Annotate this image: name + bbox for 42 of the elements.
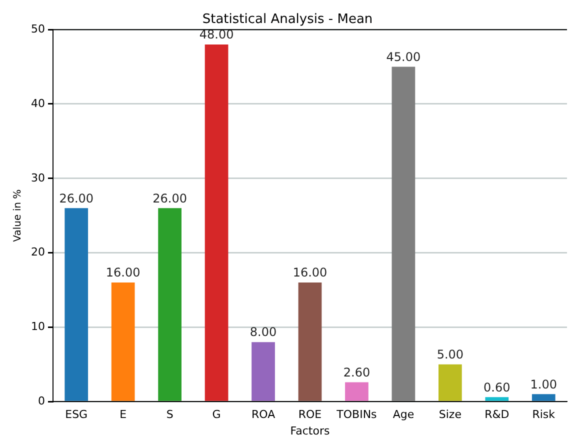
x-tick-label: G: [212, 408, 221, 422]
bar: [252, 342, 275, 401]
x-tick-label: ESG: [65, 408, 88, 422]
x-tick-label: Age: [392, 408, 414, 422]
y-tick-label: 0: [38, 394, 45, 408]
bar: [158, 208, 182, 401]
data-label: 0.60: [484, 380, 510, 394]
bar: [345, 382, 368, 401]
x-axis-title: Factors: [290, 424, 330, 438]
data-label: 45.00: [386, 50, 421, 64]
data-label: 26.00: [152, 191, 187, 206]
bar: [392, 66, 416, 401]
data-label: 1.00: [530, 377, 557, 392]
y-axis-title: Value in %: [12, 189, 24, 242]
y-tick-label: 50: [30, 22, 45, 36]
data-label: 8.00: [250, 325, 277, 340]
data-label: 16.00: [106, 266, 140, 280]
x-tick-label: Size: [438, 408, 462, 422]
bar: [204, 44, 228, 401]
x-tick-label: ROE: [298, 408, 322, 422]
y-tick-label: 10: [30, 320, 45, 334]
bar: [111, 282, 135, 401]
y-tick-label: 40: [30, 96, 45, 110]
data-label: 48.00: [199, 28, 234, 42]
bar: [532, 394, 556, 401]
bar: [298, 282, 322, 401]
bar: [438, 364, 462, 401]
x-tick-label: S: [166, 408, 174, 422]
data-label: 16.00: [292, 266, 328, 280]
x-tick-label: E: [120, 408, 127, 422]
x-tick-label: Risk: [532, 408, 556, 422]
bar: [64, 208, 88, 401]
x-tick-label: R&D: [484, 408, 510, 422]
x-tick-label: ROA: [251, 408, 276, 422]
data-label: 5.00: [436, 348, 464, 362]
y-tick-label: 20: [30, 246, 45, 259]
y-tick-label: 30: [30, 171, 45, 184]
data-label: 2.60: [343, 365, 370, 380]
bar: [485, 397, 509, 401]
x-tick-label: TOBINs: [336, 408, 378, 422]
data-label: 26.00: [59, 191, 94, 206]
chart-title: Statistical Analysis - Mean: [202, 12, 373, 28]
